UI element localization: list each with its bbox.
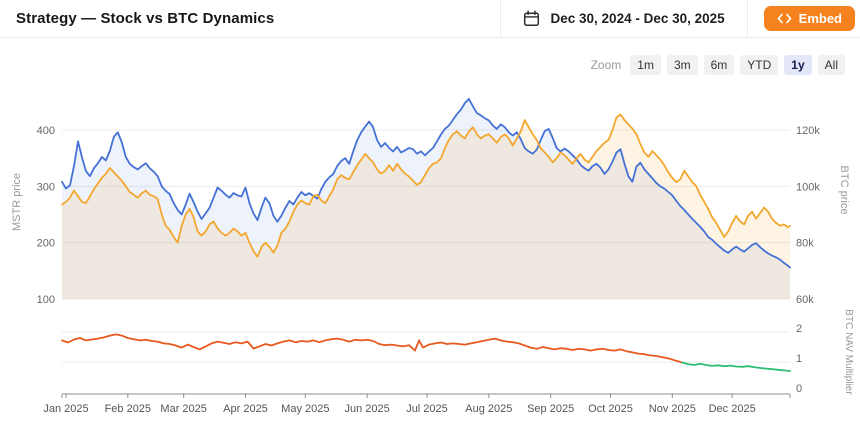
nav-axis-tick: 2 [796, 323, 802, 335]
x-axis-label: Jun 2025 [345, 403, 390, 415]
embed-button[interactable]: Embed [763, 6, 855, 31]
x-axis-label: Mar 2025 [160, 403, 206, 415]
chart-canvas[interactable]: Jan 2025 Feb 2025 Mar 2025 Apr 2025 May 2025… [0, 82, 860, 422]
calendar-icon [523, 10, 540, 27]
date-range-picker[interactable]: Dec 30, 2024 - Dec 30, 2025 [499, 0, 748, 37]
left-axis-tick: 300 [37, 181, 55, 193]
zoom-label: Zoom [590, 58, 622, 72]
nav-axis-tick: 1 [796, 353, 802, 365]
range-button-1y[interactable]: 1y [784, 55, 812, 75]
header-right: Dec 30, 2024 - Dec 30, 2025 Embed [499, 0, 860, 37]
code-icon [777, 13, 792, 24]
x-axis-label: Oct 2025 [588, 403, 633, 415]
x-axis-label: Nov 2025 [649, 403, 696, 415]
right-axis-tick: 120k [796, 125, 820, 137]
x-axis-label: Dec 2025 [709, 403, 756, 415]
x-axis-label: Jan 2025 [43, 403, 88, 415]
series-line [61, 98, 791, 269]
series-line [61, 113, 791, 258]
range-button-6m[interactable]: 6m [703, 55, 735, 75]
series-area [62, 99, 790, 299]
series-line [61, 333, 684, 364]
date-range-text: Dec 30, 2024 - Dec 30, 2025 [550, 11, 725, 26]
header: Strategy — Stock vs BTC Dynamics Dec 30,… [0, 0, 860, 38]
series-area [62, 114, 790, 299]
range-button-all[interactable]: All [817, 55, 845, 75]
left-axis-title: MSTR price [11, 173, 23, 231]
range-button-1m[interactable]: 1m [630, 55, 661, 75]
nav-axis-title: BTC NAV Multiplier [843, 309, 854, 395]
range-button-3m[interactable]: 3m [666, 55, 698, 75]
left-axis-tick: 200 [37, 238, 55, 250]
right-axis-tick: 60k [796, 294, 814, 306]
nav-axis-tick: 0 [796, 383, 802, 395]
chart-area: Jan 2025 Feb 2025 Mar 2025 Apr 2025 May 2025… [0, 82, 860, 422]
series-line [681, 361, 791, 372]
right-axis-title: BTC price [838, 166, 850, 215]
right-axis-tick: 80k [796, 238, 814, 250]
left-axis-tick: 400 [37, 125, 55, 137]
left-axis-tick: 100 [37, 294, 55, 306]
x-axis-label: Apr 2025 [223, 403, 268, 415]
page-title: Strategy — Stock vs BTC Dynamics [16, 10, 275, 27]
x-axis-label: Aug 2025 [465, 403, 512, 415]
x-axis-label: Jul 2025 [406, 403, 448, 415]
zoom-controls: Zoom 1m 3m 6m YTD 1y All [591, 55, 845, 75]
x-axis-label: Feb 2025 [105, 403, 151, 415]
range-button-ytd[interactable]: YTD [740, 55, 779, 75]
x-axis-label: May 2025 [281, 403, 329, 415]
right-axis-tick: 100k [796, 181, 820, 193]
x-axis-label: Sep 2025 [527, 403, 574, 415]
embed-button-label: Embed [798, 11, 842, 26]
